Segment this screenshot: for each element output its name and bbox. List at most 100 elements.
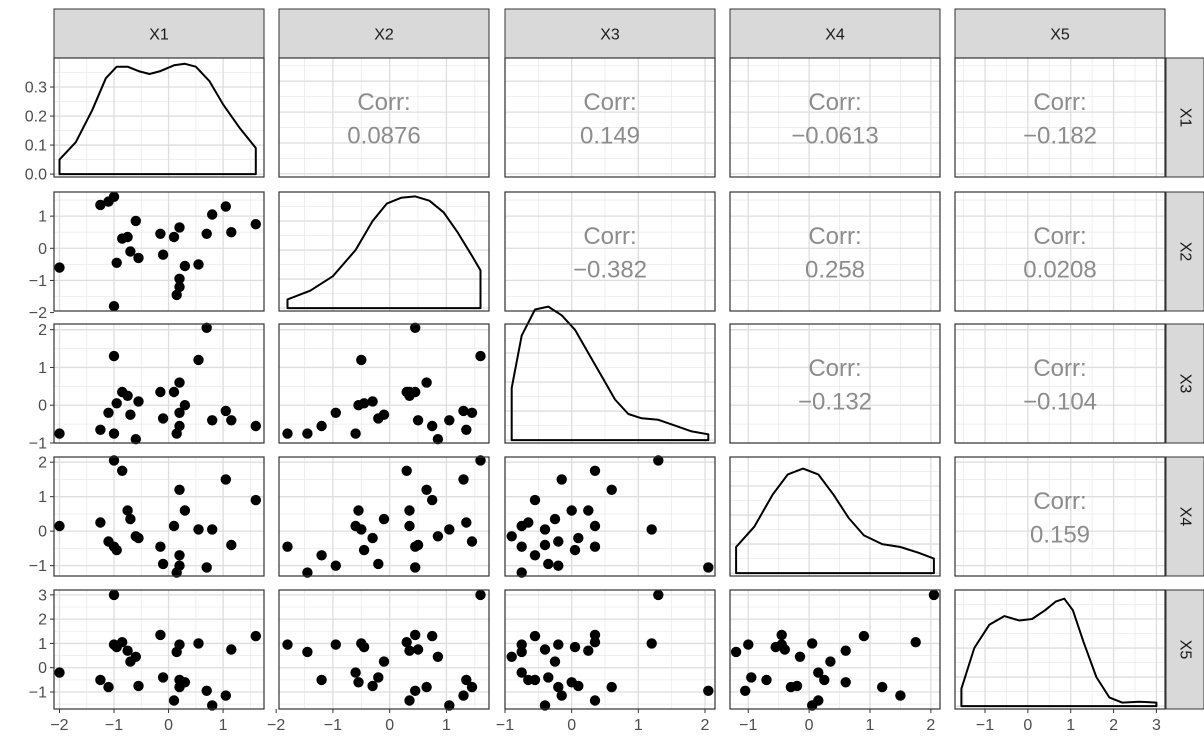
scatter-point [201,322,212,333]
scatter-point [432,651,444,662]
panel-border [729,191,941,312]
panel-x2-x2 [278,191,490,312]
scatter-point [133,532,144,544]
scatter-point [250,219,261,230]
scatter-point [130,651,141,662]
scatter-point [155,228,166,239]
scatter-point [201,685,212,696]
scatter-point [466,407,478,418]
scatter-point [103,681,114,693]
scatter-point [410,562,421,573]
panel-border [504,323,716,444]
scatter-point [133,252,144,264]
panel-border [53,191,265,312]
row-strip-label-x3: X3 [1177,374,1194,394]
panel-x3-x1: −1 0 1 2 [29,322,265,453]
scatter-point [95,424,106,435]
panel-x3-x3 [504,305,716,444]
panel-border [954,191,1166,312]
scatter-point [458,405,469,417]
y-tick-label: 2 [38,612,47,629]
y-tick-label: 1 [38,360,47,377]
scatter-point [412,644,424,655]
scatter-point [928,589,940,601]
scatter-point [250,420,261,432]
scatter-point [553,639,564,650]
x-tick-label: −2 [267,717,285,734]
scatter-point [373,558,384,570]
scatter-point [421,377,432,388]
panel-x5-x2: −2 −1 0 1 [267,589,490,734]
scatter-point [589,541,601,552]
scatter-point [130,215,141,227]
scatter-point [133,680,144,692]
corr-label: Corr: [1033,223,1086,250]
panel-x1-x1: 0.0 0.1 0.2 0.3 [25,57,265,184]
y-tick-label: 0 [38,398,47,415]
scatter-point [840,677,851,688]
scatter-point [569,544,581,556]
scatter-point [168,231,180,243]
x-tick-label: 1 [634,717,643,734]
scatter-point [111,257,122,268]
scatter-point [168,386,180,398]
scatter-point [108,350,120,362]
y-tick-label: −1 [29,436,47,453]
panel-background [279,590,489,709]
scatter-point [220,690,231,701]
panel-background [279,324,489,443]
scatter-point [179,400,191,411]
scatter-point [95,199,106,211]
panel-background [730,324,940,443]
panel-background [505,58,715,177]
scatter-point [174,281,185,293]
scatter-point [516,646,527,658]
scatter-point [179,677,191,688]
scatter-point [444,524,455,535]
x-tick-label: −1 [324,717,342,734]
scatter-point [589,465,601,476]
panel-background [955,590,1165,709]
scatter-point [895,690,906,701]
x-tick-label: 1 [219,717,228,734]
scatter-point [529,630,541,642]
scatter-point [111,544,122,556]
panel-border [53,57,265,178]
column-strip-label-x1: X1 [149,27,169,44]
corr-label: Corr: [1033,89,1086,116]
panel-border [954,589,1166,710]
y-tick-label: −1 [29,558,47,575]
scatter-point [653,455,664,466]
y-tick-label: 0.2 [25,109,47,126]
column-strip-x5 [954,8,1166,59]
y-tick-label: 2 [38,322,47,339]
x-tick-label: −2 [50,717,68,734]
scatter-point [819,674,830,686]
scatter-point [356,638,367,649]
corr-label: Corr: [808,89,861,116]
x-tick-label: 3 [1152,717,1161,734]
scatter-point [589,637,601,648]
scatter-point [378,513,390,525]
scatter-point [458,474,469,485]
scatter-point [466,536,478,547]
panel-x2-x5: Corr: 0.0208 [954,191,1166,312]
row-strip-x1 [1165,57,1204,178]
scatter-point [108,301,120,312]
x-tick-label: −1 [976,717,994,734]
scatter-point [353,400,364,411]
scatter-point [516,567,527,578]
scatter-point [54,667,65,678]
scatter-point [746,672,757,683]
scatter-point [401,465,412,476]
scatter-point [54,262,65,273]
panel-border [729,323,941,444]
scatter-point [421,484,432,495]
panel-border [53,456,265,577]
panel-x5-x3: −1 0 1 2 [496,589,716,734]
scatter-point [174,484,185,495]
scatter-point [201,228,212,239]
corr-value: −0.132 [798,388,872,415]
scatter-point [516,541,527,552]
